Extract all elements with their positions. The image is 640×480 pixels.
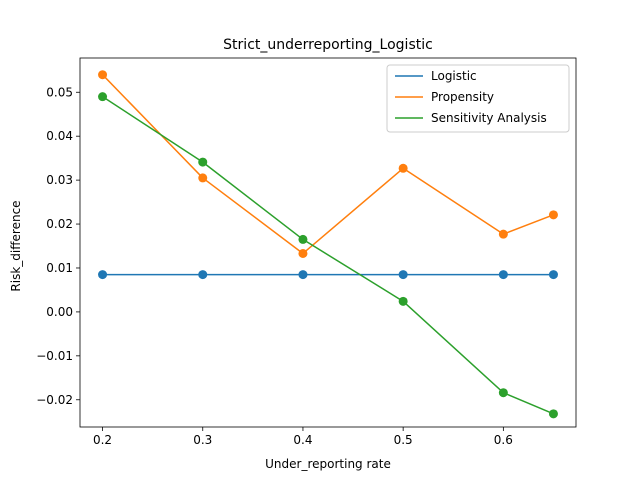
data-point [498, 388, 508, 398]
x-tick-label: 0.6 [494, 433, 513, 447]
y-tick-label: 0.04 [46, 129, 73, 143]
x-tick-label: 0.3 [193, 433, 212, 447]
plot-area: 0.2 0.3 0.4 0.5 0.6 −0.02 −0.01 0.00 0.01 0.02 0.0… [36, 57, 577, 447]
data-point [398, 163, 408, 173]
series-line-2 [102, 96, 554, 415]
data-point [98, 270, 108, 280]
x-axis-title: Under_reporting rate [265, 457, 391, 471]
legend-box [386, 64, 570, 133]
legend-label: Sensitivity Analysis [431, 111, 547, 125]
data-point [498, 270, 508, 280]
y-tick-label: 0.02 [46, 217, 73, 231]
series-line-1 [102, 74, 554, 255]
y-tick-label: 0.03 [46, 173, 73, 187]
data-point [548, 409, 558, 419]
chart-title: Strict_underreporting_Logistic [223, 37, 433, 53]
data-point [298, 270, 308, 280]
legend: Logistic Propensity Sensitivity Analysis [386, 64, 570, 133]
x-tick-label: 0.2 [93, 433, 112, 447]
legend-label: Logistic [431, 69, 477, 83]
y-axis-title: Risk_difference [9, 200, 23, 291]
data-point [398, 270, 408, 280]
x-tick-label: 0.5 [394, 433, 413, 447]
data-point [498, 229, 508, 239]
data-point [98, 92, 108, 102]
plot-frame [79, 57, 577, 428]
y-tick-label: −0.01 [36, 349, 73, 363]
y-tick-label: 0.01 [46, 261, 73, 275]
data-point [298, 234, 308, 244]
data-point [198, 157, 208, 167]
data-point [548, 210, 558, 220]
y-tick-label: 0.00 [46, 305, 73, 319]
data-point [298, 248, 308, 258]
y-tick-label: 0.05 [46, 85, 73, 99]
legend-label: Propensity [431, 90, 494, 104]
data-point [198, 173, 208, 183]
data-point [398, 296, 408, 306]
data-point [98, 70, 108, 80]
data-point [548, 270, 558, 280]
data-point [198, 270, 208, 280]
x-tick-label: 0.4 [293, 433, 312, 447]
y-tick-label: −0.02 [36, 393, 73, 407]
